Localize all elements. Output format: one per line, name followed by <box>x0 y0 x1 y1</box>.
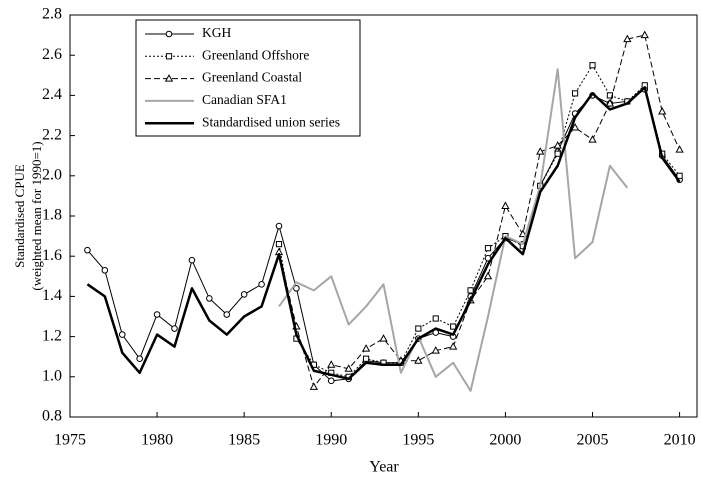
point <box>206 295 213 302</box>
point <box>362 355 370 362</box>
y-tick-label: 2.8 <box>42 6 62 23</box>
point <box>188 256 196 264</box>
y-tick-label: 2.4 <box>42 86 62 103</box>
point <box>171 325 178 332</box>
point <box>554 150 561 157</box>
point <box>676 172 683 179</box>
legend-label: KGH <box>202 25 231 40</box>
y-tick-label: 2.0 <box>42 166 62 183</box>
y-tick-label: 1.6 <box>42 247 62 264</box>
point <box>327 360 336 368</box>
point <box>153 311 161 318</box>
point <box>623 34 632 43</box>
y-tick-label: 2.2 <box>42 126 62 143</box>
point <box>165 30 173 38</box>
y-tick-label: 1.8 <box>42 207 62 224</box>
legend-label: Canadian SFA1 <box>202 92 287 107</box>
point <box>344 364 353 372</box>
x-tick-label: 1985 <box>228 432 260 449</box>
point <box>293 285 300 292</box>
point <box>553 141 562 149</box>
y-axis-title: Standardised CPUE <box>12 164 27 268</box>
point <box>258 281 265 288</box>
point <box>101 266 109 274</box>
point <box>518 229 527 238</box>
point <box>536 147 545 155</box>
point <box>570 123 580 131</box>
y-tick-label: 1.4 <box>42 287 62 304</box>
point <box>588 135 597 143</box>
point <box>240 291 248 298</box>
series-line <box>278 34 681 388</box>
point <box>484 245 492 252</box>
point <box>640 30 649 39</box>
x-tick-label: 2005 <box>577 432 609 449</box>
point <box>84 246 91 254</box>
x-tick-label: 1975 <box>54 432 86 449</box>
series-line <box>86 86 681 381</box>
x-tick-label: 2000 <box>489 432 521 449</box>
point <box>414 356 423 364</box>
point <box>571 90 579 97</box>
point <box>165 53 173 60</box>
legend-label: Standardised union series <box>202 114 340 129</box>
point <box>589 62 596 69</box>
point <box>467 287 474 294</box>
point <box>327 377 335 385</box>
legend-label: Greenland Offshore <box>202 47 309 62</box>
point <box>275 222 283 230</box>
point <box>415 325 422 332</box>
point <box>501 201 510 209</box>
y-tick-label: 1.2 <box>42 327 62 344</box>
point <box>449 342 458 350</box>
x-tick-label: 1990 <box>315 432 347 449</box>
legend-label: Greenland Coastal <box>202 70 302 85</box>
point <box>136 355 143 363</box>
point <box>658 106 667 115</box>
series-line <box>278 68 629 392</box>
point <box>379 334 388 342</box>
point <box>483 271 493 280</box>
y-tick-label: 1.0 <box>42 367 62 384</box>
point <box>223 311 231 318</box>
x-tick-label: 2010 <box>664 432 696 449</box>
x-tick-label: 1995 <box>402 432 434 449</box>
point <box>309 382 318 390</box>
y-tick-label: 0.8 <box>42 408 62 425</box>
point <box>164 74 174 82</box>
point <box>675 145 684 153</box>
legend-box <box>135 19 361 137</box>
point <box>450 323 457 330</box>
point <box>432 315 439 322</box>
y-tick-label: 2.6 <box>42 46 62 63</box>
point <box>361 344 371 352</box>
point <box>118 331 126 338</box>
point <box>431 346 440 354</box>
point <box>275 241 283 248</box>
y-axis-subtitle: (weighted mean for 1990=1) <box>29 141 44 290</box>
x-axis-title: Year <box>369 459 399 476</box>
point <box>605 98 615 107</box>
x-tick-label: 1980 <box>141 432 173 449</box>
